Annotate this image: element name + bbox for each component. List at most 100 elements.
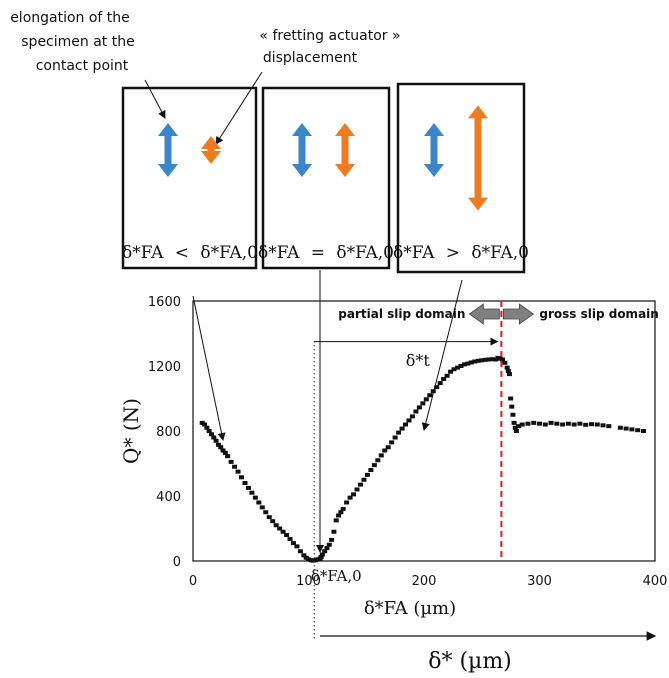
data-point	[277, 526, 283, 531]
data-point	[382, 448, 388, 453]
data-point	[629, 427, 635, 432]
data-point	[225, 454, 231, 459]
data-point	[475, 358, 481, 363]
data-point	[511, 420, 517, 425]
y-axis-label: Q* (N)	[119, 398, 143, 464]
data-point	[594, 422, 600, 427]
data-point	[472, 359, 478, 364]
data-point	[357, 482, 363, 487]
data-point	[513, 429, 519, 433]
panel-greater-than: δ*FA > δ*FA,0	[393, 82, 529, 274]
data-point	[510, 412, 516, 417]
data-point	[434, 385, 440, 390]
data-point	[232, 464, 238, 469]
data-point	[218, 445, 224, 450]
data-point	[500, 357, 506, 362]
data-point	[361, 477, 367, 482]
data-point	[399, 426, 405, 431]
data-point	[266, 515, 272, 520]
data-point	[508, 396, 514, 401]
data-point	[448, 369, 454, 374]
blue-double-arrow	[292, 123, 312, 177]
data-point	[385, 445, 391, 450]
data-point	[206, 429, 212, 433]
data-point	[416, 405, 422, 410]
data-point	[413, 409, 419, 414]
panel-label-right: δ*FA,0	[336, 243, 394, 263]
gross-slip-label: gross slip domain	[539, 307, 658, 321]
panel-pointer-less	[192, 295, 226, 441]
x-tick-label: 400	[643, 574, 668, 589]
data-point	[423, 397, 429, 402]
data-point	[519, 422, 525, 427]
data-point	[284, 533, 290, 537]
data-point	[202, 422, 208, 427]
y-axis: 0 400 800 1200 1600	[148, 295, 181, 570]
data-point	[294, 544, 300, 549]
elongation-label-line3: contact point	[36, 58, 129, 74]
data-point	[427, 393, 433, 398]
delta-fa0-label: δ*FA,0	[311, 567, 362, 585]
data-point	[329, 537, 335, 542]
y-tick-label: 400	[156, 490, 181, 505]
data-point	[368, 468, 374, 472]
data-point	[222, 450, 228, 455]
orange-double-arrow	[335, 123, 355, 177]
orange-double-arrow	[201, 136, 221, 164]
data-point	[403, 422, 409, 427]
panel-label: δ*FA = δ*FA,0	[258, 243, 394, 263]
lower-axis-label: δ* (µm)	[428, 649, 512, 674]
data-point	[406, 418, 412, 423]
x-axis-label: δ*FA (µm)	[364, 598, 456, 619]
elongation-label-line1: elongation of the	[10, 10, 130, 26]
data-point	[273, 523, 279, 528]
data-point	[516, 424, 522, 429]
data-point	[458, 364, 464, 368]
data-point	[554, 421, 560, 426]
y-tick-label: 1200	[148, 360, 181, 375]
data-point	[583, 422, 589, 427]
data-point	[635, 428, 641, 433]
data-point	[245, 485, 251, 490]
data-point	[242, 481, 248, 485]
orange-double-arrow	[468, 105, 488, 211]
data-point	[333, 518, 339, 523]
data-point	[623, 426, 629, 431]
y-tick-label: 1600	[148, 295, 181, 310]
data-point	[331, 529, 337, 534]
data-point	[239, 475, 245, 480]
data-point	[324, 546, 330, 550]
data-point	[364, 472, 370, 477]
data-point	[451, 367, 457, 372]
data-point	[468, 360, 474, 365]
data-point	[565, 421, 571, 426]
data-point	[441, 377, 447, 381]
data-point	[326, 542, 332, 547]
data-points	[199, 355, 646, 563]
gross-slip-arrow	[502, 303, 535, 325]
data-point	[525, 421, 531, 426]
plot-frame	[192, 300, 656, 562]
panel-label-right: δ*FA,0	[200, 243, 258, 263]
panel-relation: >	[446, 243, 460, 263]
data-point	[430, 389, 436, 394]
actuator-pointer	[215, 71, 263, 145]
actuator-label-line1: « fretting actuator »	[259, 28, 400, 44]
data-point	[504, 365, 510, 370]
data-point	[351, 492, 357, 497]
partial-slip-arrow	[468, 303, 500, 325]
data-point	[354, 487, 360, 492]
panel-pointer-greater	[421, 279, 463, 431]
delta-t-label: δ*t	[406, 351, 431, 370]
data-point	[340, 507, 346, 511]
data-point	[270, 519, 276, 524]
data-point	[509, 404, 515, 409]
data-point	[220, 448, 226, 453]
data-point	[502, 360, 508, 365]
data-point	[461, 362, 467, 367]
data-point	[486, 357, 492, 362]
partial-slip-label: partial slip domain	[338, 307, 465, 321]
x-tick-label: 200	[412, 574, 437, 589]
data-point	[396, 430, 402, 435]
data-point	[531, 420, 537, 425]
